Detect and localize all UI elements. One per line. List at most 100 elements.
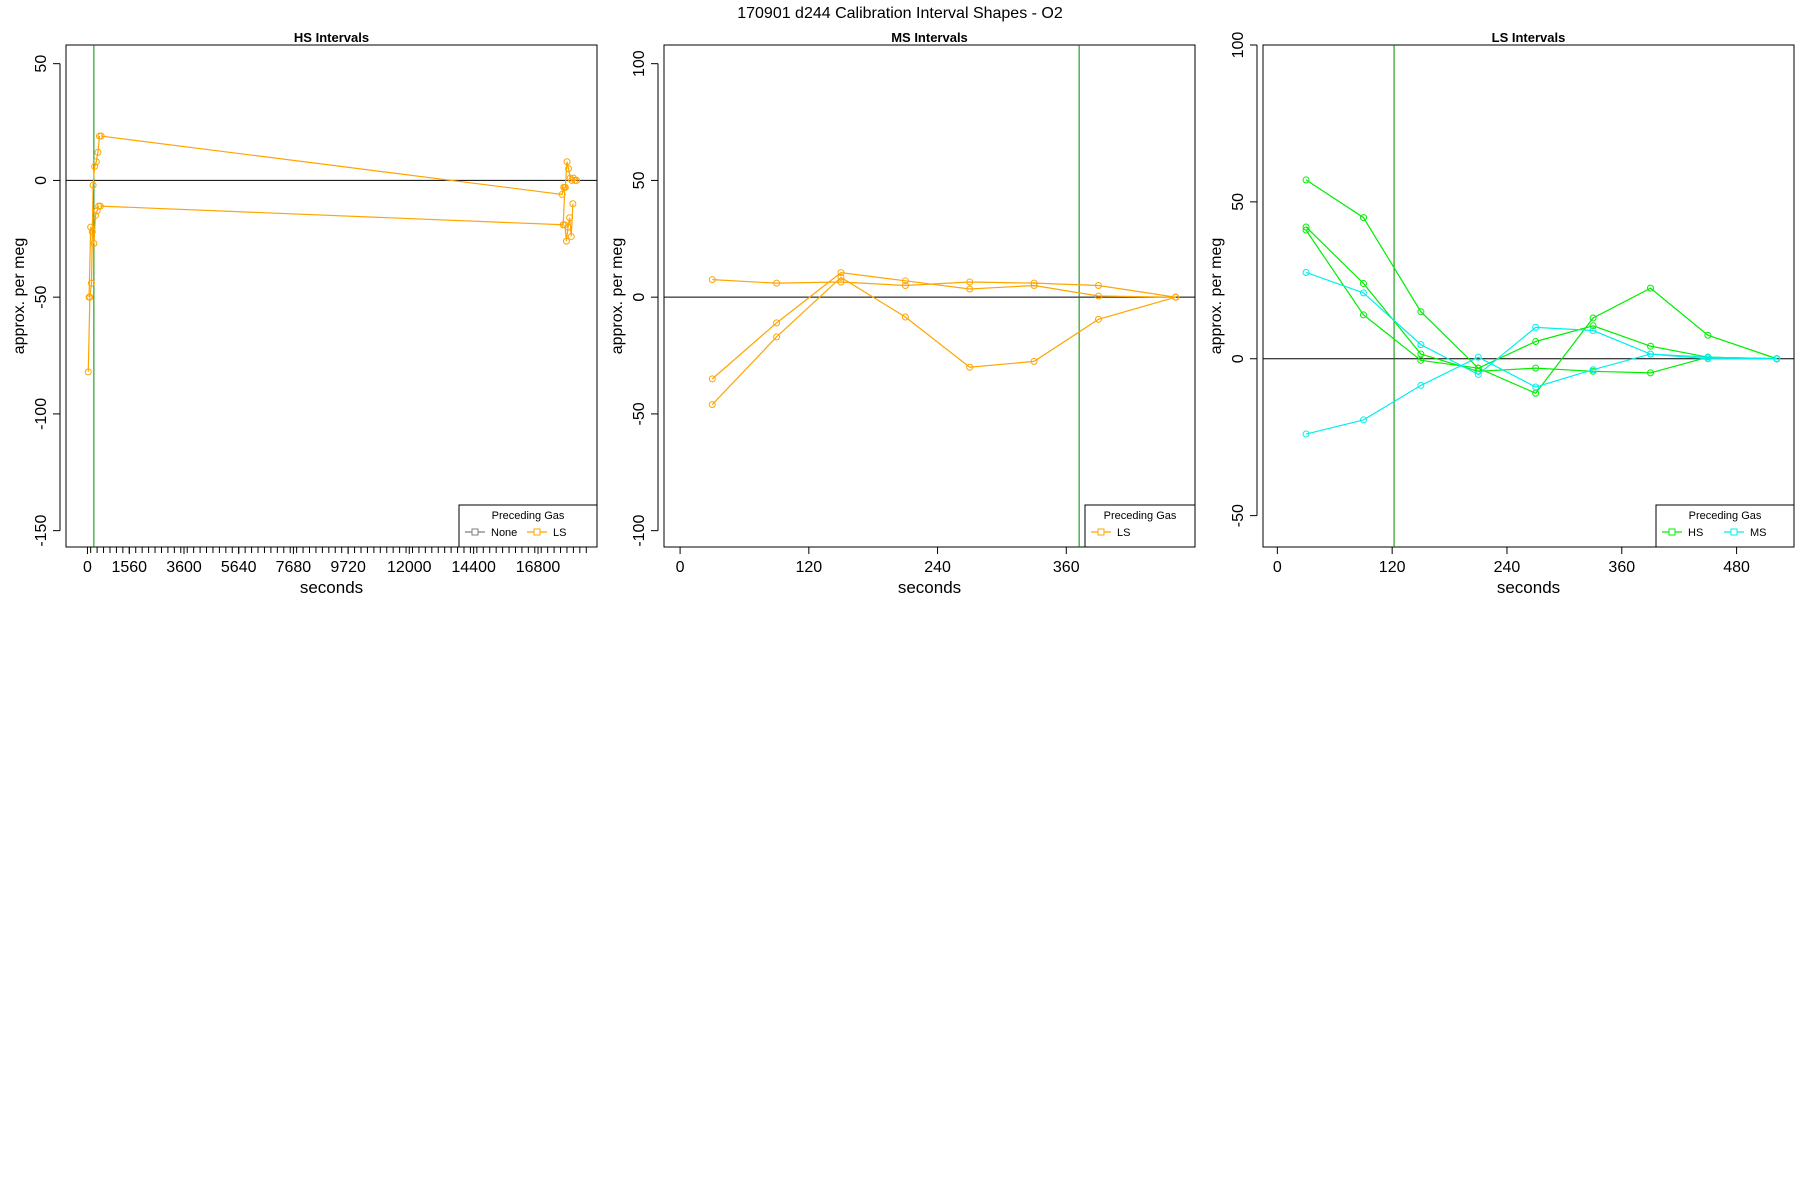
data-point [1302, 176, 1310, 184]
data-point [558, 190, 566, 198]
data-point [901, 313, 909, 321]
data-point [708, 276, 716, 284]
data-point [708, 401, 716, 409]
data-point [1646, 350, 1654, 358]
y-tick-label: 0 [631, 293, 648, 302]
series-line [711, 276, 1176, 405]
data-point [1359, 416, 1367, 424]
data-point [569, 200, 577, 208]
data-point [708, 375, 716, 383]
series-line [1305, 271, 1777, 376]
y-tick-label: -50 [33, 286, 50, 309]
legend-entry-label: LS [1117, 527, 1130, 539]
data-point [561, 183, 569, 191]
y-tick-label: -100 [631, 515, 648, 547]
y-tick-label: -100 [33, 398, 50, 430]
legend-marker-swatch [471, 528, 479, 536]
data-point [837, 269, 845, 277]
data-point [1094, 315, 1102, 323]
data-point [1532, 337, 1540, 345]
data-point [901, 277, 909, 285]
data-point [1474, 353, 1482, 361]
legend-box [458, 504, 598, 548]
y-axis-label: approx. per meg [11, 238, 28, 355]
data-point [837, 273, 845, 281]
legend-marker-swatch [1668, 528, 1676, 536]
data-point [1302, 226, 1310, 234]
legend: Preceding Gas LS [1084, 504, 1196, 548]
legend-entry-label: HS [1688, 527, 1703, 539]
series-line [1305, 226, 1777, 374]
y-tick-label: 0 [1230, 354, 1247, 363]
legend-entry-label: LS [553, 527, 566, 539]
data-point [1030, 279, 1038, 287]
data-point [1359, 279, 1367, 287]
y-tick-label: -50 [631, 402, 648, 425]
data-point [837, 278, 845, 286]
x-tick-label: 5640 [221, 559, 257, 576]
data-point [1704, 331, 1712, 339]
data-point [96, 202, 104, 210]
y-tick-label: 50 [1230, 193, 1247, 211]
x-tick-label: 120 [795, 559, 822, 576]
x-tick-label: 0 [1273, 559, 1282, 576]
x-axis-label: seconds [898, 578, 961, 597]
data-point [1646, 342, 1654, 350]
data-point [565, 165, 573, 173]
panel-title: MS Intervals [891, 30, 968, 45]
x-axis-label: seconds [300, 578, 363, 597]
x-tick-label: 120 [1379, 559, 1406, 576]
data-point [85, 293, 93, 301]
data-point [90, 239, 98, 247]
plot-area [664, 45, 1195, 547]
y-tick-label: 50 [33, 55, 50, 73]
data-point [1172, 293, 1180, 301]
data-point [1532, 323, 1540, 331]
data-point [1359, 214, 1367, 222]
data-point [1417, 341, 1425, 349]
data-point [1094, 292, 1102, 300]
data-point [901, 281, 909, 289]
data-point [1359, 311, 1367, 319]
legend-title: Preceding Gas [1104, 510, 1177, 522]
x-tick-label: 7680 [276, 559, 312, 576]
series-ls [708, 273, 1180, 409]
data-point [1094, 281, 1102, 289]
y-tick-label: -50 [1230, 504, 1247, 527]
x-tick-label: 16800 [516, 559, 561, 576]
x-tick-label: 480 [1723, 559, 1750, 576]
data-point [1030, 281, 1038, 289]
legend-box [1084, 504, 1196, 548]
series-line [100, 187, 566, 226]
data-point [1417, 381, 1425, 389]
legend-entry-label: MS [1750, 527, 1767, 539]
series-ls [96, 183, 569, 229]
data-point [1474, 370, 1482, 378]
series-line [712, 279, 1176, 298]
data-point [91, 162, 99, 170]
data-point [1417, 308, 1425, 316]
data-point [773, 319, 781, 327]
series-line [87, 136, 101, 372]
data-point [1589, 366, 1597, 374]
y-tick-label: 100 [631, 50, 648, 77]
legend: Preceding Gas HS MS [1655, 504, 1795, 548]
data-point [88, 228, 96, 236]
y-tick-label: 100 [1230, 32, 1247, 59]
legend: Preceding Gas None LS [458, 504, 598, 548]
data-point [1302, 268, 1310, 276]
series-line [1305, 353, 1777, 435]
panel-title: HS Intervals [294, 30, 369, 45]
figure-title: 170901 d244 Calibration Interval Shapes … [737, 5, 1063, 22]
series-ms [1302, 350, 1781, 438]
chart-panel-1: HS Intervals 0 1560 3600 5640 7680 9720 12000 14… [11, 30, 598, 597]
x-tick-label: 9720 [330, 559, 366, 576]
data-point [89, 181, 97, 189]
chart-panel-3: LS Intervals 0 120 240 360 480 seconds 100 50 0 -5… [1208, 30, 1795, 597]
data-point [559, 221, 567, 229]
x-tick-label: 360 [1608, 559, 1635, 576]
data-point [84, 368, 92, 376]
y-axis-label: approx. per meg [1208, 238, 1225, 355]
